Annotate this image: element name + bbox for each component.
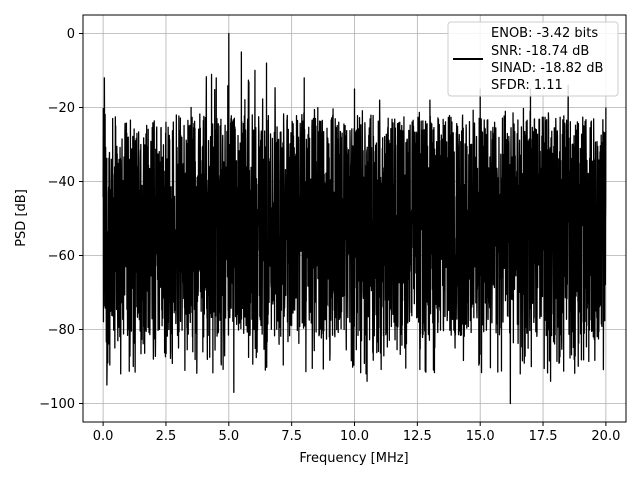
x-axis-label: Frequency [MHz] [299, 451, 408, 466]
x-tick-label: 20.0 [591, 429, 620, 444]
y-tick-label: −80 [48, 323, 75, 338]
legend-entry-sfdr: SFDR: 1.11 [491, 78, 563, 93]
legend-entry-snr: SNR: -18.74 dB [491, 44, 589, 59]
y-tick-label: −100 [39, 397, 75, 412]
series-psd [102, 32, 607, 405]
y-ticks: 0 −20 −40 −60 −80 −100 [39, 27, 83, 412]
psd-series-line [102, 32, 607, 405]
x-tick-label: 17.5 [529, 429, 558, 444]
x-tick-label: 0.0 [93, 429, 114, 444]
x-tick-label: 12.5 [403, 429, 432, 444]
x-tick-label: 2.5 [156, 429, 177, 444]
legend-entry-sinad: SINAD: -18.82 dB [491, 61, 603, 76]
y-tick-label: 0 [67, 27, 75, 42]
legend-box [447, 21, 619, 97]
x-ticks: 0.0 2.5 5.0 7.5 10.0 12.5 15.0 17.5 20.0 [93, 422, 620, 444]
x-tick-label: 10.0 [340, 429, 369, 444]
legend-entry-enob: ENOB: -3.42 bits [491, 26, 598, 41]
x-tick-label: 7.5 [281, 429, 302, 444]
y-axis-label: PSD [dB] [14, 189, 29, 247]
y-tick-label: −40 [48, 175, 75, 190]
y-tick-label: −20 [48, 101, 75, 116]
x-tick-label: 5.0 [218, 429, 239, 444]
legend: ENOB: -3.42 bits SNR: -18.74 dB SINAD: -… [447, 21, 619, 97]
x-tick-label: 15.0 [466, 429, 495, 444]
y-tick-label: −60 [48, 249, 75, 264]
